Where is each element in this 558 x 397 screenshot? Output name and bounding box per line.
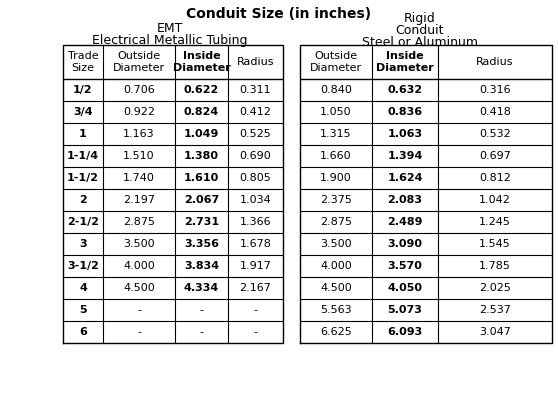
Text: 1.740: 1.740 [123, 173, 155, 183]
Text: 1-1/2: 1-1/2 [67, 173, 99, 183]
Text: 4.000: 4.000 [123, 261, 155, 271]
Text: Electrical Metallic Tubing: Electrical Metallic Tubing [92, 34, 248, 47]
Text: 1.163: 1.163 [123, 129, 155, 139]
Text: 0.840: 0.840 [320, 85, 352, 95]
Text: 0.836: 0.836 [387, 107, 422, 117]
Text: 2.025: 2.025 [479, 283, 511, 293]
Text: 2.537: 2.537 [479, 305, 511, 315]
Text: -: - [253, 305, 257, 315]
Text: 0.824: 0.824 [184, 107, 219, 117]
Text: 2.875: 2.875 [320, 217, 352, 227]
Text: 6.625: 6.625 [320, 327, 352, 337]
Text: 0.690: 0.690 [239, 151, 271, 161]
Text: 2.067: 2.067 [184, 195, 219, 205]
Text: Conduit Size (in inches): Conduit Size (in inches) [186, 7, 372, 21]
Text: 2.875: 2.875 [123, 217, 155, 227]
Text: 0.622: 0.622 [184, 85, 219, 95]
Text: 3.090: 3.090 [387, 239, 422, 249]
Text: Inside
Diameter: Inside Diameter [376, 51, 434, 73]
Text: 1.900: 1.900 [320, 173, 352, 183]
Text: 3.500: 3.500 [320, 239, 352, 249]
Text: -: - [137, 327, 141, 337]
Text: 1.315: 1.315 [320, 129, 352, 139]
Text: 0.812: 0.812 [479, 173, 511, 183]
Text: 2.489: 2.489 [387, 217, 423, 227]
Text: 0.525: 0.525 [239, 129, 271, 139]
Text: 0.697: 0.697 [479, 151, 511, 161]
Text: 2: 2 [79, 195, 87, 205]
Text: 4.000: 4.000 [320, 261, 352, 271]
Text: 4: 4 [79, 283, 87, 293]
Text: 1.917: 1.917 [239, 261, 271, 271]
Text: 0.418: 0.418 [479, 107, 511, 117]
Text: 3.570: 3.570 [388, 261, 422, 271]
Text: 3.500: 3.500 [123, 239, 155, 249]
Text: 2.083: 2.083 [387, 195, 422, 205]
Text: 3.356: 3.356 [184, 239, 219, 249]
Text: Conduit: Conduit [396, 24, 444, 37]
Text: 0.532: 0.532 [479, 129, 511, 139]
Text: 2.375: 2.375 [320, 195, 352, 205]
Text: Outside
Diameter: Outside Diameter [310, 51, 362, 73]
Text: 2-1/2: 2-1/2 [67, 217, 99, 227]
Text: 6.093: 6.093 [387, 327, 422, 337]
Text: 0.632: 0.632 [387, 85, 422, 95]
Text: 1.394: 1.394 [387, 151, 423, 161]
Text: 4.500: 4.500 [320, 283, 352, 293]
Text: -: - [200, 305, 204, 315]
Text: 5: 5 [79, 305, 87, 315]
Text: 3: 3 [79, 239, 87, 249]
Text: EMT: EMT [157, 22, 183, 35]
Text: 1.624: 1.624 [387, 173, 423, 183]
Text: 1/2: 1/2 [73, 85, 93, 95]
Text: 1.063: 1.063 [387, 129, 422, 139]
Text: 2.731: 2.731 [184, 217, 219, 227]
Text: 1: 1 [79, 129, 87, 139]
Text: Inside
Diameter: Inside Diameter [172, 51, 230, 73]
Text: 0.412: 0.412 [239, 107, 271, 117]
Text: Outside
Diameter: Outside Diameter [113, 51, 165, 73]
Text: Radius: Radius [476, 57, 514, 67]
Text: 1.785: 1.785 [479, 261, 511, 271]
Text: 4.334: 4.334 [184, 283, 219, 293]
Text: 0.706: 0.706 [123, 85, 155, 95]
Text: -: - [253, 327, 257, 337]
Text: Rigid: Rigid [404, 12, 436, 25]
Text: 4.500: 4.500 [123, 283, 155, 293]
Text: 0.311: 0.311 [240, 85, 271, 95]
Text: 4.050: 4.050 [387, 283, 422, 293]
Text: 1.678: 1.678 [239, 239, 271, 249]
Text: 5.073: 5.073 [388, 305, 422, 315]
Text: -: - [137, 305, 141, 315]
Text: 0.922: 0.922 [123, 107, 155, 117]
Text: 1.510: 1.510 [123, 151, 155, 161]
Text: 1.366: 1.366 [240, 217, 271, 227]
Text: 3.047: 3.047 [479, 327, 511, 337]
Text: 2.167: 2.167 [239, 283, 271, 293]
Text: 1.545: 1.545 [479, 239, 511, 249]
Text: 1.042: 1.042 [479, 195, 511, 205]
Text: 1.380: 1.380 [184, 151, 219, 161]
Text: 1-1/4: 1-1/4 [67, 151, 99, 161]
Text: 3.834: 3.834 [184, 261, 219, 271]
Text: 3/4: 3/4 [73, 107, 93, 117]
Text: 3-1/2: 3-1/2 [67, 261, 99, 271]
Text: 1.034: 1.034 [239, 195, 271, 205]
Text: 0.805: 0.805 [239, 173, 271, 183]
Text: -: - [200, 327, 204, 337]
Text: Trade
Size: Trade Size [68, 51, 98, 73]
Text: 1.610: 1.610 [184, 173, 219, 183]
Text: 6: 6 [79, 327, 87, 337]
Text: 0.316: 0.316 [479, 85, 511, 95]
Text: Radius: Radius [237, 57, 274, 67]
Text: 1.245: 1.245 [479, 217, 511, 227]
Text: 1.050: 1.050 [320, 107, 352, 117]
Text: Steel or Aluminum: Steel or Aluminum [362, 36, 478, 49]
Text: 5.563: 5.563 [320, 305, 352, 315]
Text: 2.197: 2.197 [123, 195, 155, 205]
Text: 1.049: 1.049 [184, 129, 219, 139]
Text: 1.660: 1.660 [320, 151, 352, 161]
